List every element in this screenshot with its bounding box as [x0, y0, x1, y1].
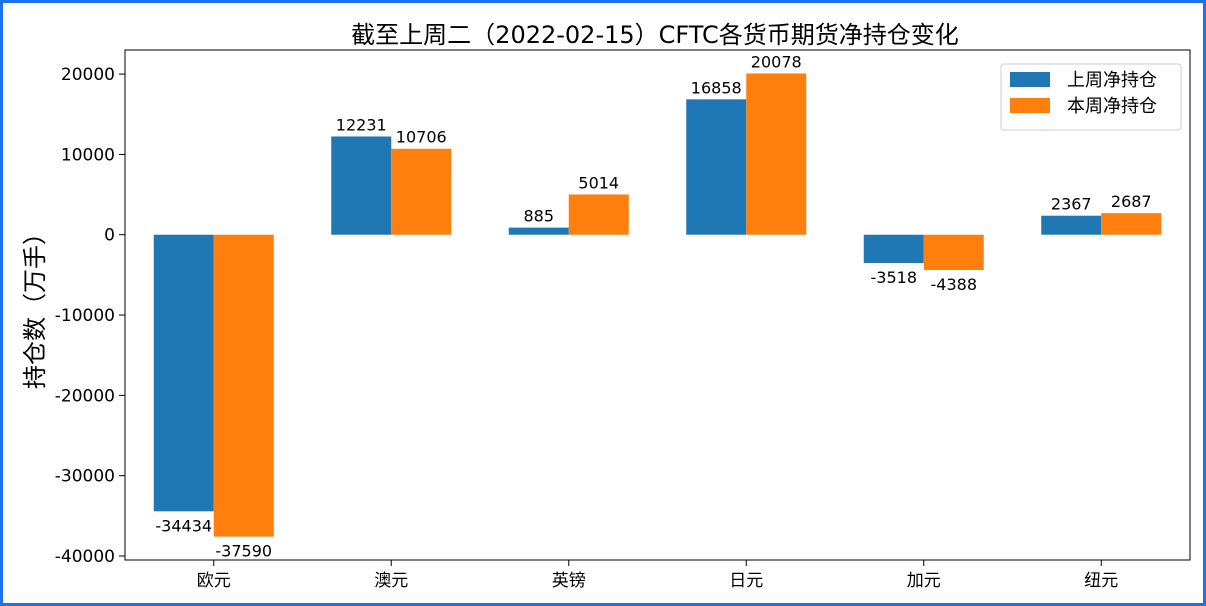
bar-this-week	[391, 148, 452, 235]
legend-label: 上周净持仓	[1067, 70, 1157, 91]
bar-this-week	[568, 194, 629, 235]
y-tick-label: 0	[104, 226, 115, 246]
data-label: 20078	[751, 52, 802, 71]
axes-frame	[124, 49, 1191, 561]
data-label: 2367	[1051, 195, 1092, 214]
data-label: 2687	[1111, 192, 1152, 211]
bar-last-week	[1041, 215, 1102, 235]
y-axis-label: 持仓数（万手）	[21, 221, 49, 389]
data-label: 16858	[691, 78, 742, 97]
bar-chart: 截至上周二（2022-02-15）CFTC各货币期货净持仓变化 持仓数（万手） …	[21, 21, 1191, 591]
plot-area: -40000 -30000 -20000 -10000 0 10000 20000 欧元 -34…	[55, 49, 1191, 591]
data-label: 12231	[336, 115, 387, 134]
data-label: -37590	[215, 542, 272, 561]
legend-swatch	[1010, 98, 1050, 113]
x-tick-label: 欧元	[197, 571, 231, 591]
bar-this-week	[746, 73, 807, 235]
x-tick-label: 澳元	[374, 571, 408, 591]
x-tick-label: 加元	[907, 571, 941, 591]
y-tick-label: -30000	[55, 467, 115, 487]
y-tick-label: -40000	[55, 547, 115, 567]
bar-this-week	[1101, 213, 1162, 235]
data-label: -3518	[871, 268, 918, 287]
bar-last-week	[686, 99, 747, 235]
bar-last-week	[863, 234, 924, 263]
y-tick-label: 20000	[61, 65, 115, 85]
chart-title: 截至上周二（2022-02-15）CFTC各货币期货净持仓变化	[351, 21, 959, 49]
bar-last-week	[153, 234, 214, 512]
data-label: -34434	[155, 516, 212, 535]
data-label: -4388	[931, 275, 978, 294]
bar-last-week	[508, 227, 569, 235]
legend-label: 本周净持仓	[1067, 96, 1157, 117]
data-label: 885	[523, 207, 554, 226]
x-tick-label: 英镑	[552, 571, 586, 591]
bar-this-week	[923, 234, 984, 270]
y-tick-label: -20000	[55, 386, 115, 406]
y-tick-label: 10000	[61, 145, 115, 165]
y-tick-label: -10000	[55, 306, 115, 326]
legend-swatch	[1010, 72, 1050, 87]
data-label: 5014	[578, 173, 619, 192]
data-label: 10706	[396, 128, 447, 147]
bar-last-week	[331, 136, 392, 235]
bar-this-week	[213, 234, 274, 537]
x-tick-label: 纽元	[1084, 571, 1118, 591]
x-tick-label: 日元	[729, 571, 763, 591]
